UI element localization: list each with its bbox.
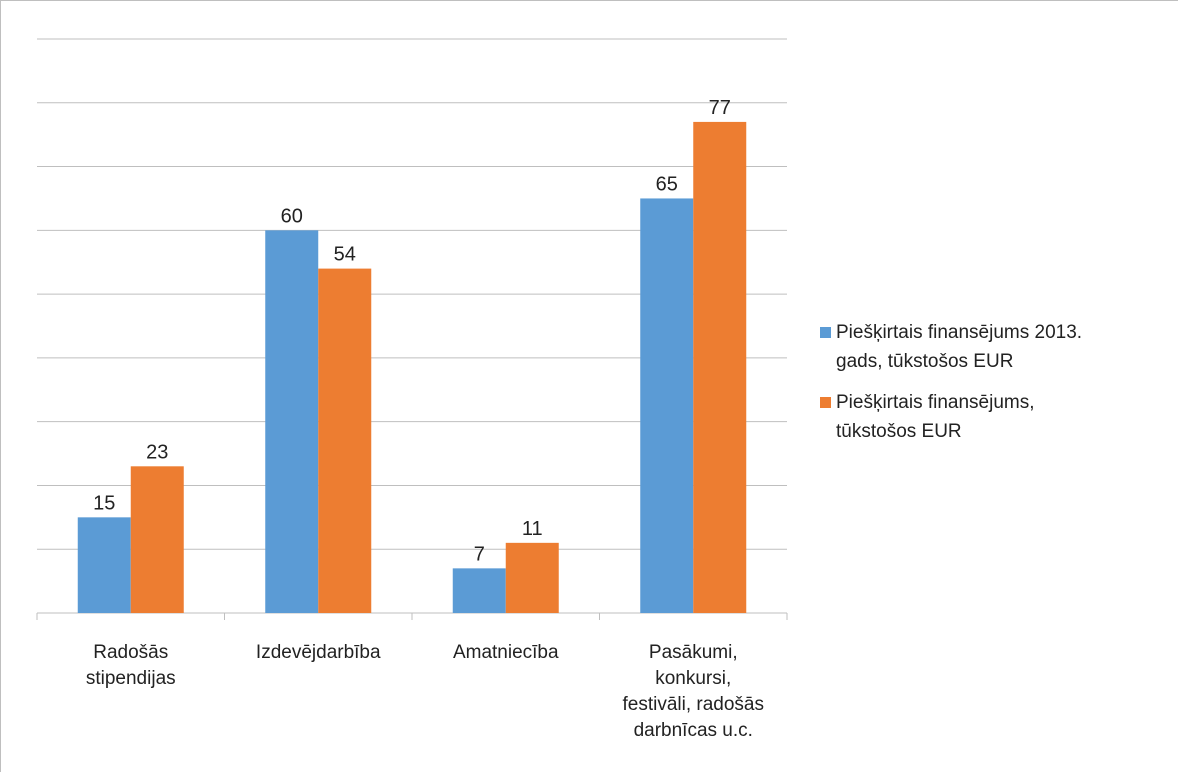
bar-series-2-1 [130,466,184,613]
legend-item-series-1: Piešķirtais finansējums 2013. gads, tūks… [820,318,1170,376]
category-label-1-line-1: Radošās [93,642,168,663]
legend-label-series-2-line-1: Piešķirtais finansējums, [836,392,1035,413]
data-label-series-1-3: 7 [474,543,485,565]
chart-legend: Piešķirtais finansējums 2013. gads, tūks… [820,318,1170,458]
legend-label-series-1-line-1: Piešķirtais finansējums 2013. [836,322,1083,343]
category-label-4-line-2: konkursi, [655,668,731,689]
category-label-4-line-1: Pasākumi, [649,642,738,663]
data-label-series-1-2: 60 [281,205,303,227]
bar-series-1-3 [452,568,506,613]
bar-series-2-3 [505,542,559,613]
bar-series-1-1 [77,517,131,613]
data-label-series-1-1: 15 [93,492,115,514]
data-label-series-2-1: 23 [146,441,168,463]
legend-swatch-series-2 [820,397,831,408]
category-label-3-line-1: Amatniecība [453,642,559,663]
category-label-4-line-4: darbnīcas u.c. [634,720,753,741]
category-label-2-line-1: Izdevējdarbība [256,642,381,663]
data-label-series-2-4: 77 [709,97,731,119]
bar-series-2-4 [693,121,747,614]
data-label-series-2-2: 54 [334,244,356,266]
category-label-4-line-3: festivāli, radošās [622,694,764,715]
bar-series-2-2 [318,268,372,613]
data-label-series-2-3: 11 [522,518,543,540]
legend-item-series-2: Piešķirtais finansējums, tūkstošos EUR [820,388,1170,446]
legend-swatch-series-1 [820,327,831,338]
data-label-series-1-4: 65 [656,173,678,195]
legend-label-series-1-line-2: gads, tūkstošos EUR [836,351,1014,372]
legend-label-series-2-line-2: tūkstošos EUR [836,421,962,442]
bar-series-1-4 [640,198,694,613]
bar-series-1-2 [265,230,319,614]
category-label-1-line-2: stipendijas [86,668,176,689]
